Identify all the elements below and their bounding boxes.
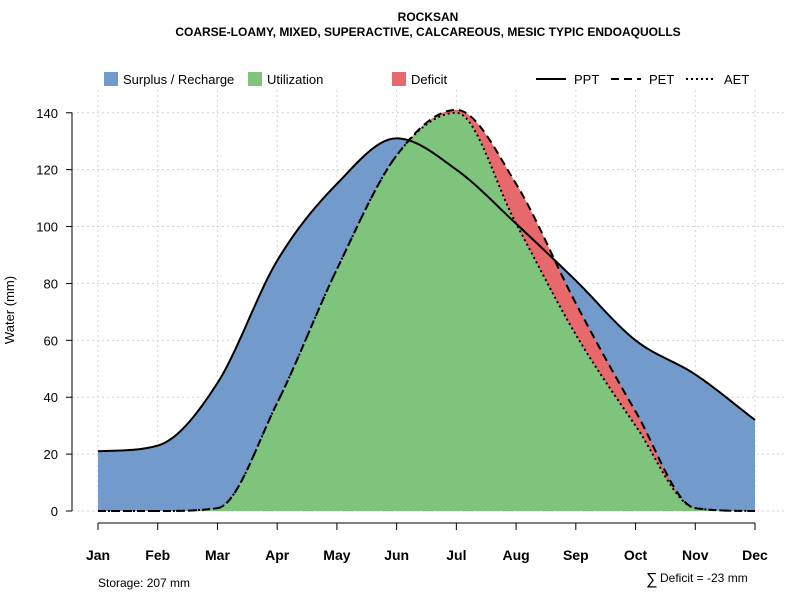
- pet-line: [98, 108, 756, 512]
- legend-swatch-deficit: [392, 72, 406, 86]
- y-tick-label: 100: [36, 220, 58, 235]
- x-tick-label-oct: Oct: [624, 547, 648, 563]
- sum-symbol: ∑: [646, 571, 657, 588]
- y-tick-label: 0: [51, 504, 58, 519]
- legend-swatch-utilization: [248, 72, 262, 86]
- legend-label: AET: [724, 72, 749, 87]
- deficit-annotation: Deficit = -23 mm: [660, 571, 748, 585]
- x-tick-label-apr: Apr: [265, 547, 290, 563]
- x-tick-label-feb: Feb: [145, 547, 170, 563]
- y-tick-label: 60: [44, 333, 58, 348]
- legend-label: Utilization: [267, 72, 323, 87]
- y-tick-label: 80: [44, 276, 58, 291]
- chart-title: ROCKSAN: [398, 10, 459, 24]
- x-tick-label-jan: Jan: [86, 547, 110, 563]
- y-tick-label: 20: [44, 447, 58, 462]
- ppt-line: [97, 137, 756, 453]
- legend-swatch-surplus-recharge: [104, 72, 118, 86]
- x-tick-label-dec: Dec: [742, 547, 768, 563]
- chart-subtitle: COARSE-LOAMY, MIXED, SUPERACTIVE, CALCAR…: [175, 25, 680, 39]
- y-tick-label: 120: [36, 163, 58, 178]
- x-tick-label-sep: Sep: [563, 547, 589, 563]
- legend-label: Surplus / Recharge: [123, 72, 234, 87]
- y-axis-label: Water (mm): [2, 276, 17, 344]
- x-tick-label-mar: Mar: [205, 547, 230, 563]
- storage-annotation: Storage: 207 mm: [98, 576, 190, 590]
- legend-label: PET: [649, 72, 674, 87]
- axes: 0 20 40 60 80 100 120 140 Jan Feb Mar Apr May Jun Jul A…: [36, 106, 768, 563]
- legend-label: PPT: [574, 72, 599, 87]
- legend-label: Deficit: [411, 72, 448, 87]
- area-fills: [98, 109, 755, 512]
- x-tick-label-nov: Nov: [682, 547, 709, 563]
- series-lines: [97, 108, 756, 512]
- x-tick-label-aug: Aug: [502, 547, 529, 563]
- legend: Surplus / Recharge Utilization Deficit PPT P…: [104, 72, 749, 87]
- y-tick-label: 140: [36, 106, 58, 121]
- aet-line: [98, 111, 756, 512]
- utilization-area: [98, 112, 755, 511]
- x-tick-label-jul: Jul: [446, 547, 466, 563]
- x-tick-label-jun: Jun: [384, 547, 409, 563]
- y-tick-label: 40: [44, 390, 58, 405]
- x-tick-label-may: May: [323, 547, 350, 563]
